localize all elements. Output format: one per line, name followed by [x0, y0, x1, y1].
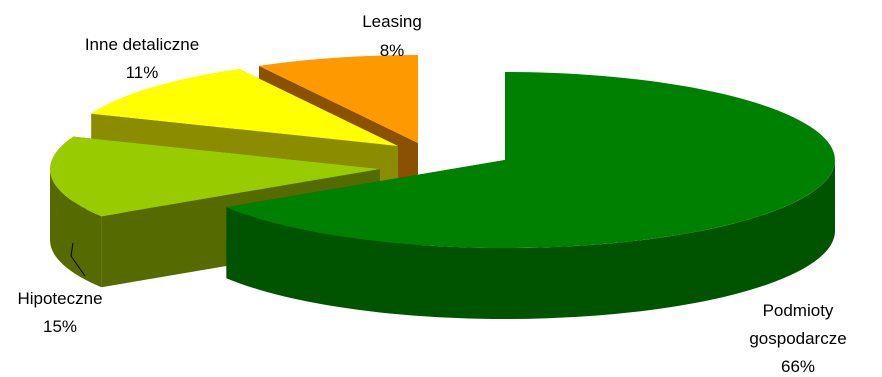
slice-pct-inne-detaliczne: 11%	[126, 63, 159, 82]
leader-line-hipoteczne	[70, 242, 86, 277]
slice-pct-podmioty: 66%	[781, 357, 815, 376]
slice-wall-podmioty-gospodarcze	[226, 160, 835, 320]
slice-label-podmioty-line2: gospodarcze	[749, 329, 846, 348]
slice-podmioty-gospodarcze	[226, 72, 835, 320]
leader-lines	[70, 242, 86, 277]
slice-label-podmioty-line1: Podmioty	[763, 301, 834, 320]
slice-labels: Podmioty gospodarcze 66% Hipoteczne 15% …	[17, 12, 846, 376]
slice-pct-hipoteczne: 15%	[43, 317, 77, 336]
slice-top-inne-detaliczne	[91, 68, 398, 146]
slice-wall-hipoteczne	[49, 169, 102, 288]
slice-label-hipoteczne: Hipoteczne	[17, 289, 102, 308]
slice-top-podmioty-gospodarcze	[226, 72, 835, 249]
slice-label-inne-detaliczne: Inne detaliczne	[85, 35, 199, 54]
slice-label-leasing: Leasing	[362, 12, 422, 31]
slice-top-leasing	[259, 55, 418, 143]
slice-pct-leasing: 8%	[380, 41, 405, 60]
pie-slices	[49, 55, 835, 320]
slice-top-hipoteczne	[49, 136, 380, 217]
